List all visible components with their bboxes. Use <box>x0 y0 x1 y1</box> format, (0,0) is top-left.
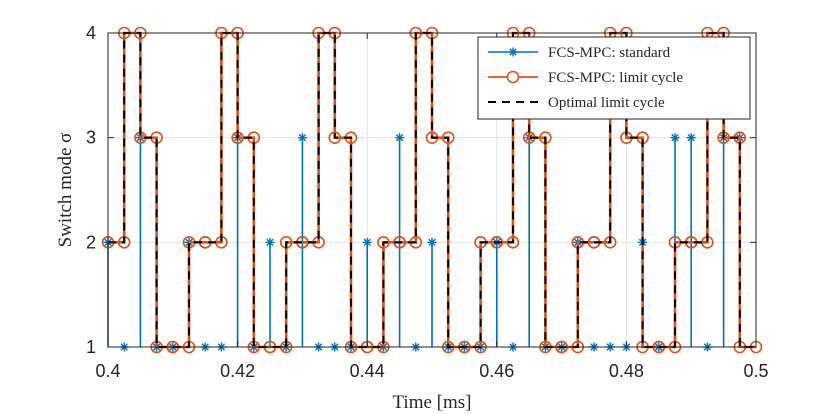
x-tick-label: 0.5 <box>743 361 768 381</box>
legend-label: FCS-MPC: limit cycle <box>548 70 683 86</box>
optimal-line <box>108 32 756 348</box>
standard-marker <box>265 237 275 247</box>
asterisk-stroke <box>687 133 695 142</box>
limit-cycle-marker <box>377 236 390 249</box>
asterisk-stroke <box>671 133 679 142</box>
limit-cycle-marker <box>506 236 520 249</box>
standard-marker <box>395 133 405 143</box>
asterisk-stroke <box>298 133 307 142</box>
standard-marker <box>686 133 696 143</box>
legend-standard-marker <box>508 47 518 57</box>
asterisk-stroke <box>363 238 371 247</box>
x-axis-label: Time [ms] <box>392 392 471 413</box>
asterisk-stroke <box>509 48 517 56</box>
legend-label: Optimal limit cycle <box>548 95 665 111</box>
y-tick-label: 1 <box>86 337 96 357</box>
y-tick-label: 2 <box>86 232 96 252</box>
legend-label: FCS-MPC: standard <box>548 45 671 61</box>
y-axis-label: Switch mode σ <box>55 133 76 248</box>
standard-marker <box>362 237 372 247</box>
legend: FCS-MPC: standard FCS-MPC: limit cycle Opt… <box>477 36 751 120</box>
legend-box <box>477 36 751 120</box>
tick-labels: 0.4 0.42 0.44 0.46 0.48 0.5 1 2 3 4 <box>86 23 769 381</box>
x-tick-label: 0.46 <box>479 361 514 381</box>
y-tick-label: 4 <box>86 23 96 43</box>
x-tick-label: 0.48 <box>609 361 644 381</box>
axes <box>107 32 757 348</box>
legend-limit-cycle-marker <box>506 70 520 84</box>
x-tick-label: 0.4 <box>95 361 120 381</box>
x-tick-label: 0.44 <box>350 361 385 381</box>
x-tick-label: 0.42 <box>220 361 255 381</box>
y-tick-label: 3 <box>86 128 96 148</box>
series-optimal <box>108 32 756 348</box>
limit-cycle-marker <box>490 236 504 249</box>
axes-box <box>107 32 757 348</box>
asterisk-stroke <box>395 133 404 142</box>
asterisk-stroke <box>428 238 436 247</box>
standard-marker <box>427 237 437 247</box>
limit-cycle-marker <box>441 131 455 144</box>
asterisk-stroke <box>266 238 274 247</box>
limit-cycle-marker <box>328 131 342 144</box>
standard-marker <box>670 133 680 143</box>
standard-marker <box>297 133 307 143</box>
